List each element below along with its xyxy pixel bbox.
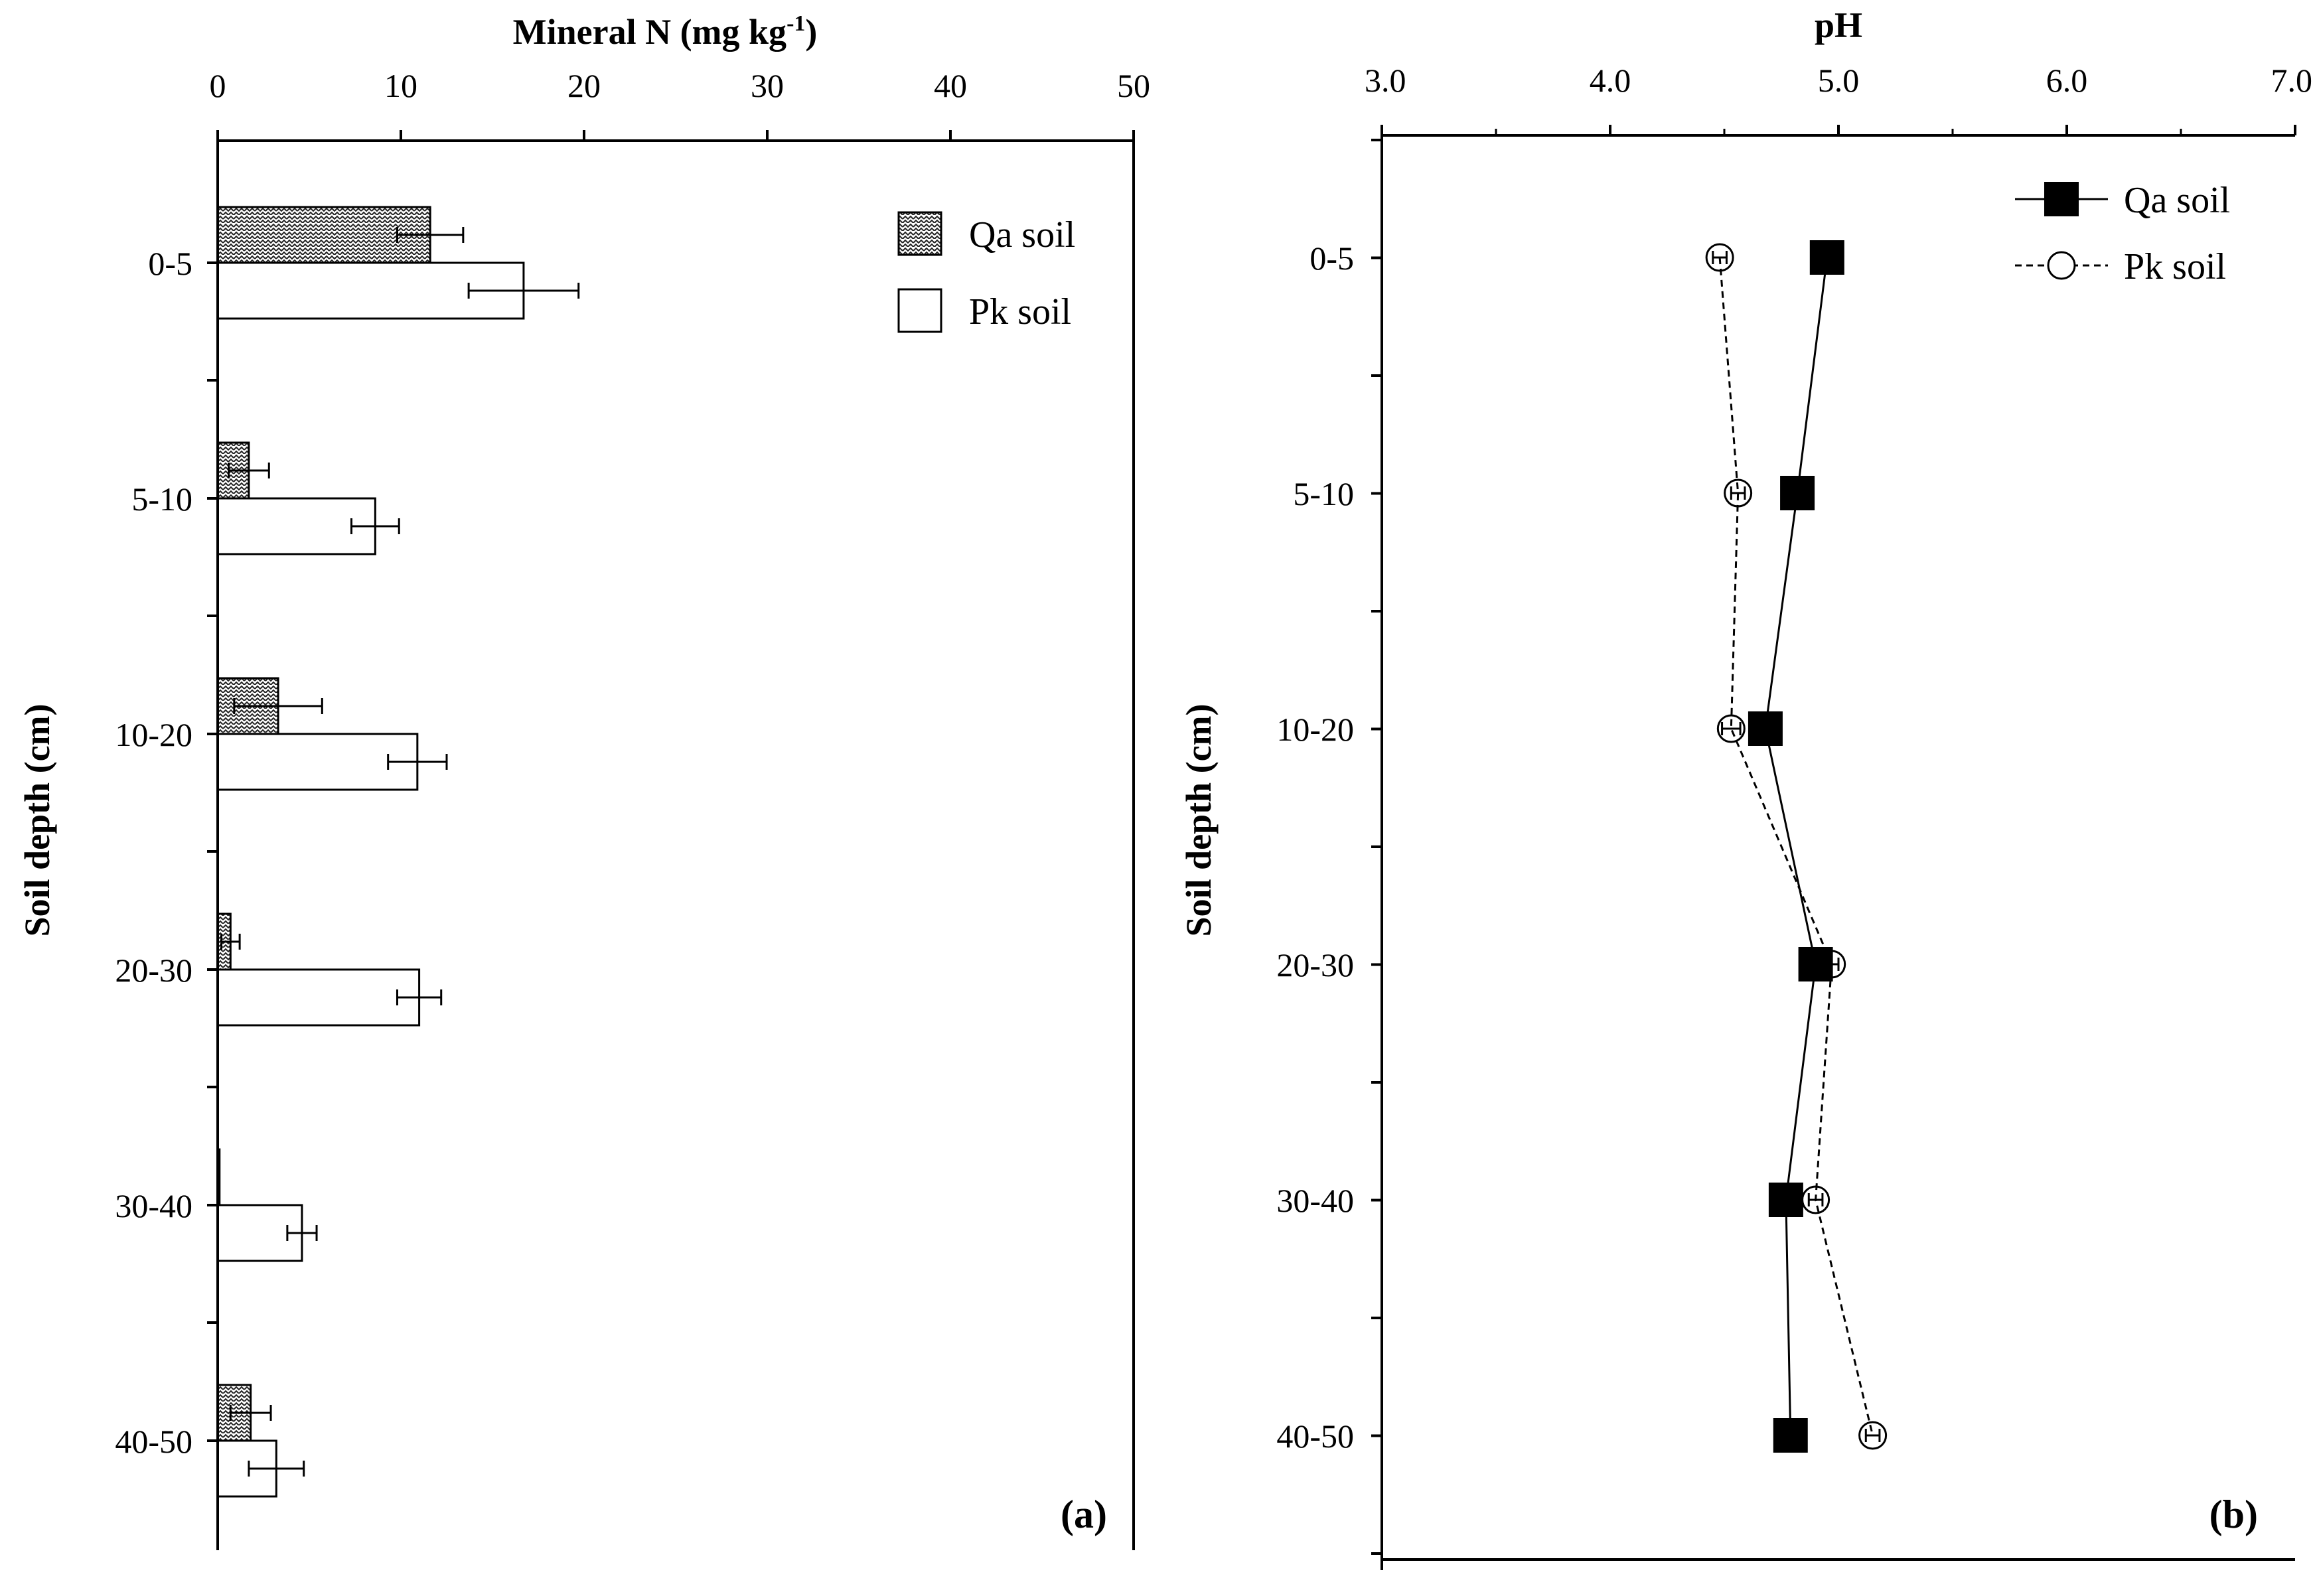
panel-a-x-tick-label: 40: [934, 67, 967, 104]
panel-a-x-tick-label: 50: [1117, 67, 1150, 104]
bar-pk-soil-10-20: [216, 733, 419, 791]
panel-a: Mineral N (mg kg-1) Soil depth (cm) 0 10 2…: [17, 11, 1150, 1550]
line-qa-soil: [1764, 257, 1829, 1436]
panel-b-x-tick-label: 3.0: [1365, 62, 1406, 99]
panel-b-x-tick-label: 5.0: [1818, 62, 1860, 99]
panel-b-y-tick-label: 20-30: [1276, 946, 1354, 983]
point-pk-soil-30-40: [1801, 1185, 1830, 1214]
panel-a-y-tick-label: 20-30: [115, 952, 192, 989]
point-qa-soil-20-30: [1798, 947, 1833, 981]
panel-b-ticks: 3.0 4.0 5.0 6.0 7.0 0-5 5-10 10-20 20-30 30-40 40-…: [1276, 62, 2312, 1570]
point-qa-soil-10-20: [1748, 711, 1783, 746]
panel-b-y-tick-label: 0-5: [1309, 240, 1354, 277]
panel-a-x-axis-title: Mineral N (mg kg-1): [513, 11, 818, 52]
panel-b-x-tick-label: 7.0: [2271, 62, 2313, 99]
legend-a-pk-swatch: [897, 288, 942, 333]
point-pk-soil-40-50: [1858, 1421, 1888, 1450]
panel-a-ticks: 0 10 20 30 40 50 0-5 5-10 10-20 20-30 30-40 40-50: [115, 67, 1150, 1460]
panel-a-x-tick-label: 30: [751, 67, 784, 104]
line-pk-soil: [1718, 257, 1874, 1436]
panel-b-y-tick-label: 40-50: [1276, 1417, 1354, 1455]
point-qa-soil-0-5: [1809, 240, 1844, 275]
point-pk-soil-0-5: [1705, 243, 1734, 272]
point-pk-soil-10-20: [1716, 714, 1746, 743]
panel-a-x-tick-label: 0: [210, 67, 226, 104]
panel-b-y-tick-label: 10-20: [1276, 711, 1354, 748]
panel-a-x-tick-label: 10: [384, 67, 417, 104]
panel-a-label: (a): [1061, 1492, 1107, 1536]
panel-a-y-tick-label: 5-10: [131, 480, 192, 518]
panel-a-bars: [216, 206, 580, 1498]
point-qa-soil-30-40: [1768, 1183, 1803, 1217]
panel-b-x-tick-label: 4.0: [1590, 62, 1631, 99]
bar-pk-soil-20-30: [216, 968, 421, 1027]
legend-a-qa-swatch: [897, 211, 942, 256]
panel-a-x-tick-label: 20: [567, 67, 601, 104]
point-qa-soil-5-10: [1780, 476, 1815, 510]
panel-a-legend: Qa soil Pk soil: [897, 211, 1075, 333]
panel-b-lines: [1705, 240, 1888, 1453]
panel-a-y-tick-label: 40-50: [115, 1423, 192, 1460]
legend-b-pk-label: Pk soil: [2124, 246, 2226, 287]
panel-b-y-axis-title: Soil depth (cm): [1179, 704, 1219, 937]
panel-a-y-tick-label: 0-5: [148, 245, 192, 282]
legend-a-pk-label: Pk soil: [969, 291, 1071, 332]
legend-a-qa-label: Qa soil: [969, 214, 1075, 255]
panel-b-x-tick-label: 6.0: [2046, 62, 2088, 99]
panel-a-y-axis-title: Soil depth (cm): [17, 704, 57, 937]
panel-a-y-tick-label: 30-40: [115, 1187, 192, 1224]
panel-b-x-axis-title: pH: [1815, 5, 1862, 45]
panel-b-y-tick-label: 5-10: [1293, 475, 1354, 512]
panel-b-y-tick-label: 30-40: [1276, 1182, 1354, 1219]
point-qa-soil-40-50: [1773, 1418, 1808, 1453]
legend-b-pk-marker: [2047, 251, 2076, 280]
panel-b: pH Soil depth (cm) 3.0 4.0 5.0 6.0 7.0 0-5 5-1…: [1179, 5, 2312, 1570]
legend-b-qa-label: Qa soil: [2124, 180, 2230, 221]
legend-b-qa-marker: [2044, 182, 2079, 216]
panel-b-label: (b): [2209, 1492, 2258, 1536]
panel-b-legend: Qa soil Pk soil: [2015, 180, 2230, 287]
panel-a-y-tick-label: 10-20: [115, 716, 192, 753]
point-pk-soil-5-10: [1724, 478, 1753, 508]
